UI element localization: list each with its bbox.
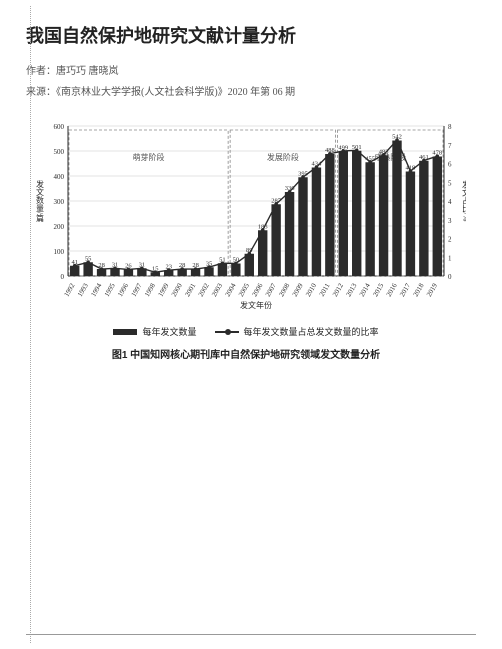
svg-text:4: 4 <box>448 198 452 206</box>
svg-text:发展阶段: 发展阶段 <box>267 152 299 162</box>
svg-text:2001: 2001 <box>183 282 197 299</box>
svg-text:1: 1 <box>448 254 452 262</box>
legend-bar-item: 每年发文数量 <box>113 325 196 338</box>
svg-text:600: 600 <box>54 123 65 131</box>
svg-text:2005: 2005 <box>237 282 251 299</box>
svg-text:2008: 2008 <box>277 282 291 299</box>
svg-text:2015: 2015 <box>371 282 385 299</box>
svg-text:2009: 2009 <box>291 282 305 299</box>
svg-text:1994: 1994 <box>89 282 103 299</box>
svg-text:1999: 1999 <box>157 282 171 299</box>
legend-line-swatch <box>215 331 239 333</box>
svg-text:0: 0 <box>448 273 452 281</box>
svg-text:3: 3 <box>448 217 452 225</box>
chart-legend: 每年发文数量 每年发文数量占总发文数量的比率 <box>26 325 466 338</box>
svg-text:2014: 2014 <box>358 282 372 299</box>
svg-text:0: 0 <box>61 273 65 281</box>
svg-text:1992: 1992 <box>63 282 77 299</box>
svg-text:200: 200 <box>54 223 65 231</box>
svg-text:1997: 1997 <box>130 282 144 299</box>
legend-bar-swatch <box>113 329 137 335</box>
svg-text:萌芽阶段: 萌芽阶段 <box>133 152 165 162</box>
chart-svg: 0100200300400500600012345678萌芽阶段发展阶段成熟阶段… <box>26 116 466 316</box>
svg-text:2: 2 <box>448 236 452 244</box>
svg-text:发文年份: 发文年份 <box>240 300 272 310</box>
author-names: 唐巧巧 唐晓岚 <box>56 66 119 77</box>
svg-text:1996: 1996 <box>116 282 130 299</box>
svg-text:2011: 2011 <box>318 282 332 298</box>
svg-text:2010: 2010 <box>304 282 318 299</box>
svg-text:1993: 1993 <box>76 282 90 299</box>
svg-text:7: 7 <box>448 142 452 150</box>
svg-text:2019: 2019 <box>425 282 439 299</box>
svg-text:发文占比/%: 发文占比/% <box>462 180 467 222</box>
svg-text:2012: 2012 <box>331 282 345 299</box>
source-text: 《南京林业大学学报(人文社会科学版)》2020 年第 06 期 <box>56 87 295 98</box>
svg-text:2004: 2004 <box>224 282 238 299</box>
page-title: 我国自然保护地研究文献计量分析 <box>26 22 476 48</box>
left-dotted-rule <box>30 6 31 643</box>
legend-bar-label: 每年发文数量 <box>142 325 196 338</box>
svg-text:2016: 2016 <box>385 282 399 299</box>
svg-text:2006: 2006 <box>251 282 265 299</box>
svg-text:1998: 1998 <box>143 282 157 299</box>
svg-text:2003: 2003 <box>210 282 224 299</box>
chart-container: 0100200300400500600012345678萌芽阶段发展阶段成熟阶段… <box>26 116 466 361</box>
author-line: 作者：唐巧巧 唐晓岚 <box>26 62 476 77</box>
legend-line-label: 每年发文数量占总发文数量的比率 <box>244 325 379 338</box>
svg-text:100: 100 <box>54 248 65 256</box>
svg-text:1995: 1995 <box>103 282 117 299</box>
svg-text:发文数量/篇: 发文数量/篇 <box>36 179 45 223</box>
svg-text:2002: 2002 <box>197 282 211 299</box>
svg-text:2017: 2017 <box>398 282 412 299</box>
svg-text:8: 8 <box>448 123 452 131</box>
source-line: 来源：《南京林业大学学报(人文社会科学版)》2020 年第 06 期 <box>26 83 476 98</box>
svg-text:6: 6 <box>448 161 452 169</box>
svg-text:400: 400 <box>54 173 65 181</box>
svg-text:5: 5 <box>448 179 452 187</box>
legend-line-item: 每年发文数量占总发文数量的比率 <box>215 325 379 338</box>
page-bottom-rule <box>26 634 476 635</box>
svg-text:300: 300 <box>54 198 65 206</box>
svg-text:2007: 2007 <box>264 282 278 299</box>
svg-text:500: 500 <box>54 148 65 156</box>
svg-text:2013: 2013 <box>345 282 359 299</box>
svg-text:2018: 2018 <box>412 282 426 299</box>
svg-text:2000: 2000 <box>170 282 184 299</box>
chart-caption: 图1 中国知网核心期刊库中自然保护地研究领域发文数量分析 <box>26 346 466 361</box>
